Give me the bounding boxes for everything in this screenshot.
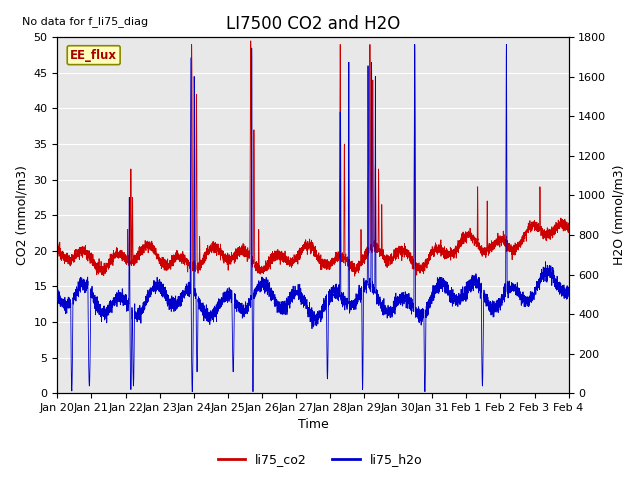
X-axis label: Time: Time	[298, 419, 328, 432]
Text: No data for f_li75_diag: No data for f_li75_diag	[22, 16, 148, 27]
Text: EE_flux: EE_flux	[70, 48, 117, 62]
Title: LI7500 CO2 and H2O: LI7500 CO2 and H2O	[226, 15, 400, 33]
Y-axis label: H2O (mmol/m3): H2O (mmol/m3)	[612, 165, 625, 265]
Y-axis label: CO2 (mmol/m3): CO2 (mmol/m3)	[15, 165, 28, 265]
Legend: li75_co2, li75_h2o: li75_co2, li75_h2o	[213, 448, 427, 471]
